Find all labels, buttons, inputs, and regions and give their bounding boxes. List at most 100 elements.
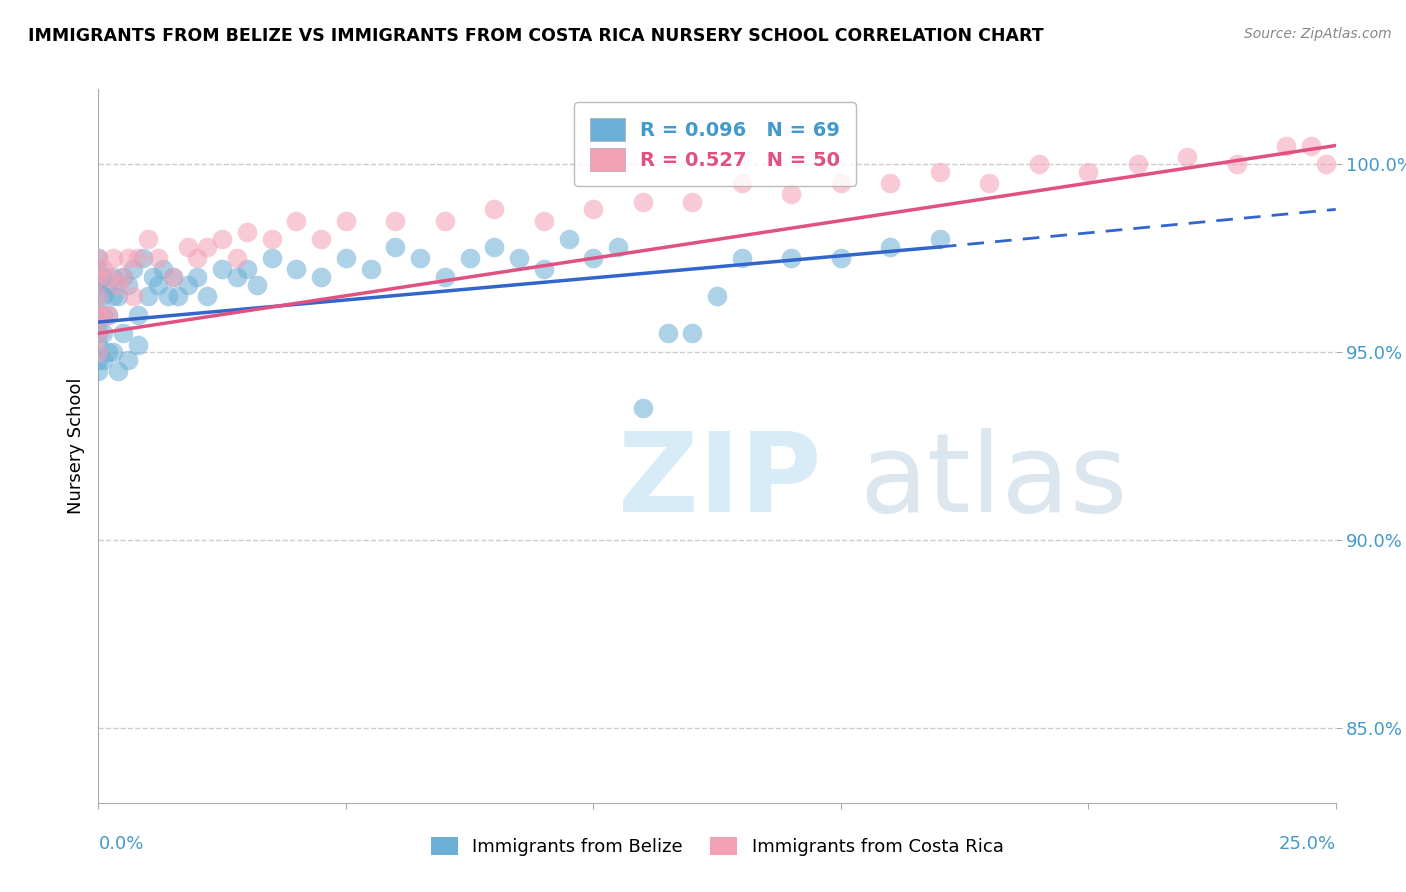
Point — [166, 289, 188, 303]
Point — [127, 337, 149, 351]
Point — [830, 176, 852, 190]
Point — [97, 270, 120, 285]
Point — [107, 289, 129, 303]
Point — [657, 326, 679, 341]
Point — [112, 270, 135, 285]
Text: ZIP: ZIP — [619, 428, 821, 535]
Point — [533, 262, 555, 277]
Point — [146, 251, 169, 265]
Point — [87, 270, 110, 285]
Point — [87, 251, 110, 265]
Point — [1275, 138, 1298, 153]
Point — [285, 213, 308, 227]
Point — [93, 352, 115, 367]
Point — [631, 401, 654, 416]
Point — [928, 232, 950, 246]
Point — [107, 277, 129, 292]
Point — [706, 289, 728, 303]
Point — [195, 240, 218, 254]
Point — [557, 232, 579, 246]
Point — [226, 251, 249, 265]
Point — [93, 308, 115, 322]
Point — [87, 262, 110, 277]
Point — [142, 270, 165, 285]
Point — [582, 251, 605, 265]
Point — [879, 240, 901, 254]
Point — [260, 232, 283, 246]
Text: atlas: atlas — [859, 428, 1128, 535]
Point — [484, 240, 506, 254]
Point — [117, 277, 139, 292]
Point — [87, 308, 110, 322]
Point — [607, 240, 630, 254]
Point — [107, 364, 129, 378]
Point — [780, 187, 803, 202]
Point — [87, 289, 110, 303]
Text: 25.0%: 25.0% — [1278, 835, 1336, 853]
Point — [176, 277, 198, 292]
Point — [731, 176, 754, 190]
Point — [122, 262, 145, 277]
Point — [236, 262, 259, 277]
Point — [87, 315, 110, 329]
Point — [409, 251, 432, 265]
Point — [384, 240, 406, 254]
Point — [87, 308, 110, 322]
Point — [433, 213, 456, 227]
Point — [1226, 157, 1249, 171]
Point — [117, 352, 139, 367]
Point — [103, 251, 125, 265]
Point — [211, 262, 233, 277]
Text: Source: ZipAtlas.com: Source: ZipAtlas.com — [1244, 27, 1392, 41]
Text: 0.0%: 0.0% — [98, 835, 143, 853]
Point — [87, 345, 110, 359]
Point — [186, 270, 208, 285]
Point — [211, 232, 233, 246]
Point — [1028, 157, 1050, 171]
Point — [103, 270, 125, 285]
Point — [484, 202, 506, 217]
Point — [384, 213, 406, 227]
Point — [87, 337, 110, 351]
Point — [87, 277, 110, 292]
Point — [87, 326, 110, 341]
Point — [979, 176, 1001, 190]
Point — [879, 176, 901, 190]
Point — [97, 277, 120, 292]
Point — [117, 251, 139, 265]
Point — [97, 308, 120, 322]
Legend: Immigrants from Belize, Immigrants from Costa Rica: Immigrants from Belize, Immigrants from … — [422, 828, 1012, 865]
Point — [136, 232, 159, 246]
Point — [780, 251, 803, 265]
Point — [260, 251, 283, 265]
Point — [335, 251, 357, 265]
Point — [93, 308, 115, 322]
Point — [226, 270, 249, 285]
Point — [1299, 138, 1322, 153]
Point — [93, 326, 115, 341]
Point — [127, 251, 149, 265]
Point — [127, 308, 149, 322]
Point — [508, 251, 530, 265]
Point — [112, 270, 135, 285]
Point — [186, 251, 208, 265]
Point — [681, 326, 703, 341]
Point — [112, 326, 135, 341]
Point — [246, 277, 269, 292]
Point — [360, 262, 382, 277]
Point — [928, 165, 950, 179]
Point — [1175, 150, 1198, 164]
Point — [176, 240, 198, 254]
Point — [458, 251, 481, 265]
Point — [162, 270, 184, 285]
Point — [93, 262, 115, 277]
Point — [103, 345, 125, 359]
Point — [146, 277, 169, 292]
Point — [93, 270, 115, 285]
Point — [97, 345, 120, 359]
Point — [830, 251, 852, 265]
Point — [122, 289, 145, 303]
Y-axis label: Nursery School: Nursery School — [66, 377, 84, 515]
Point — [309, 270, 332, 285]
Point — [309, 232, 332, 246]
